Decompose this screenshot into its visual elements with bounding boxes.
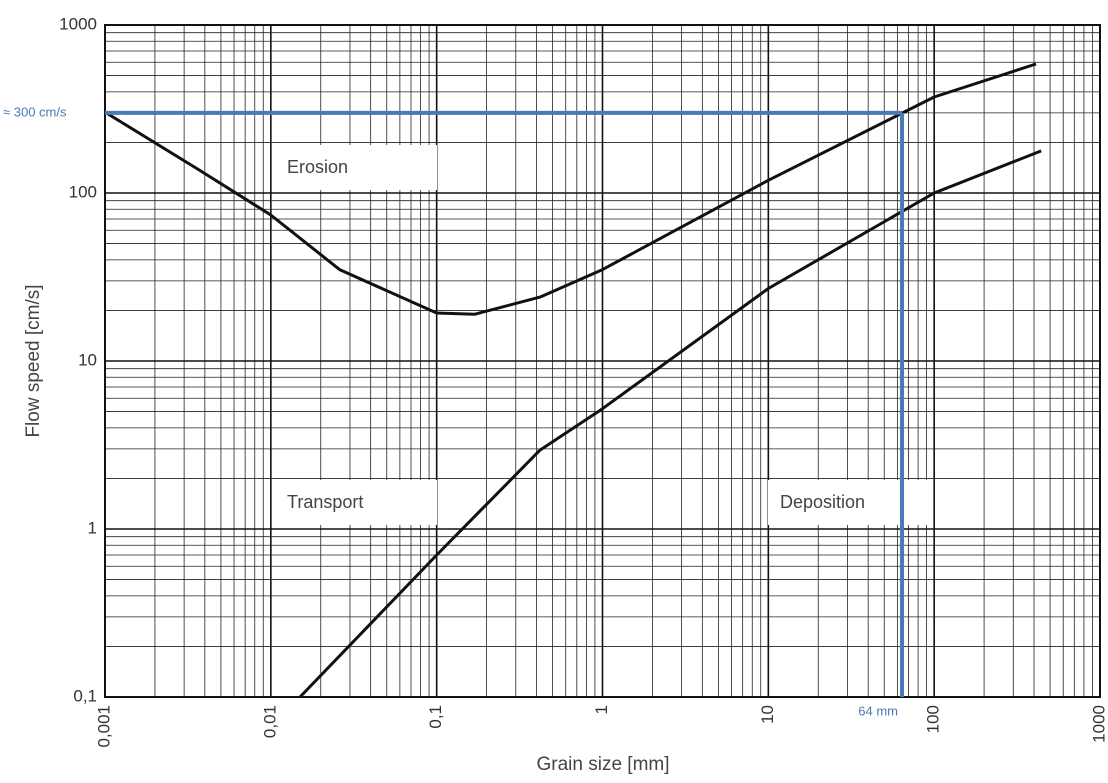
plot-frame xyxy=(104,24,1101,698)
x-tick-label: 0,01 xyxy=(260,705,279,738)
y-tick-label: 0,1 xyxy=(73,686,97,705)
region-box xyxy=(275,145,437,190)
y-tick-label: 100 xyxy=(69,182,97,201)
region-label: Erosion xyxy=(287,157,348,177)
x-tick-label: 0,001 xyxy=(94,705,113,748)
region-label: Deposition xyxy=(780,492,865,512)
y-tick-label: 1 xyxy=(88,518,97,537)
reference-label-y: ≈ 300 cm/s xyxy=(3,104,67,119)
region-box xyxy=(275,480,437,525)
x-tick-label: 0,1 xyxy=(426,705,445,729)
x-tick-label: 100 xyxy=(924,705,943,733)
y-tick-label: 1000 xyxy=(59,14,97,33)
x-tick-label: 1 xyxy=(592,705,611,714)
curve xyxy=(298,149,1042,699)
y-axis-title: Flow speed [cm/s] xyxy=(23,284,44,437)
x-tick-label: 1000 xyxy=(1089,705,1108,743)
region-label: Transport xyxy=(287,492,363,512)
x-tick-label: 10 xyxy=(758,705,777,724)
ref-label-bg xyxy=(0,102,102,123)
curve xyxy=(104,62,1037,316)
y-tick-label: 10 xyxy=(78,350,97,369)
x-axis-title: Grain size [mm] xyxy=(536,754,669,775)
ref-label-bg xyxy=(852,702,901,722)
reference-label-x: 64 mm xyxy=(858,703,898,718)
